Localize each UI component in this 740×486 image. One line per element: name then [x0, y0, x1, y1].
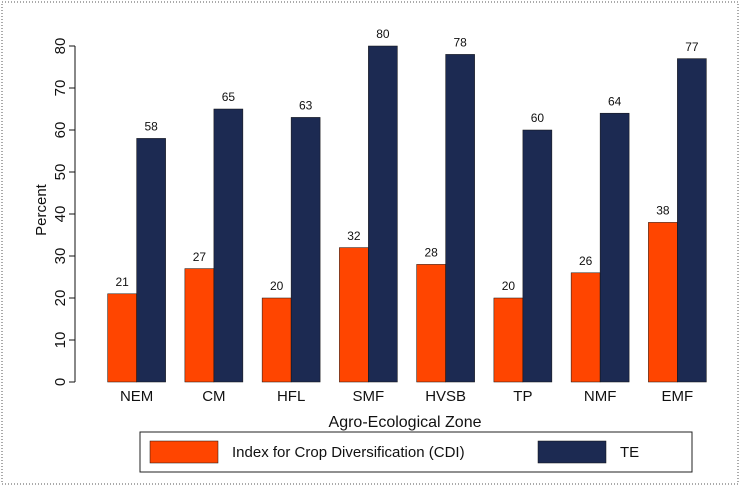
x-tick-label: SMF	[353, 388, 385, 405]
bar	[368, 45, 398, 383]
y-tick-label: 60	[52, 122, 69, 139]
legend-swatch	[537, 440, 607, 464]
x-tick-label: NMF	[584, 388, 617, 405]
y-tick-label: 50	[52, 164, 69, 181]
legend-box	[139, 431, 693, 473]
bar	[416, 264, 446, 383]
bar	[136, 138, 166, 383]
y-tick-label: 80	[52, 38, 69, 55]
value-label: 63	[299, 99, 313, 113]
x-tick-label: EMF	[662, 388, 694, 405]
value-label: 78	[453, 36, 467, 50]
x-tick-label: CM	[202, 388, 225, 405]
bar	[677, 58, 707, 383]
value-label: 38	[656, 204, 670, 218]
x-tick-label: NEM	[120, 388, 153, 405]
bar	[570, 272, 601, 383]
bar	[339, 247, 369, 383]
value-label: 64	[608, 94, 622, 108]
y-axis-title: Percent	[33, 183, 50, 236]
y-tick-label: 20	[52, 290, 69, 307]
value-label: 20	[502, 279, 516, 293]
value-label: 60	[531, 111, 545, 125]
x-tick-label: TP	[513, 388, 532, 405]
value-label: 80	[376, 27, 390, 41]
x-axis-title: Agro-Ecological Zone	[329, 414, 482, 431]
value-label: 26	[579, 254, 593, 268]
legend-swatch	[149, 440, 219, 464]
bar	[493, 297, 524, 383]
bar	[648, 222, 678, 383]
bar	[290, 117, 321, 383]
value-label: 27	[193, 250, 207, 264]
value-label: 28	[424, 246, 438, 260]
value-label: 21	[115, 275, 129, 289]
value-label: 58	[144, 120, 158, 134]
bar	[107, 293, 137, 383]
bar	[261, 297, 292, 383]
bar	[184, 268, 215, 383]
value-label: 77	[685, 40, 699, 54]
x-tick-label: HFL	[277, 388, 305, 405]
y-tick-label: 10	[52, 332, 69, 349]
x-tick-label: HVSB	[425, 388, 466, 405]
value-label: 32	[347, 229, 361, 243]
y-tick-label: 70	[52, 80, 69, 97]
bar	[213, 108, 244, 383]
bar	[522, 129, 553, 383]
bar	[445, 54, 475, 383]
bar	[599, 112, 630, 383]
value-label: 65	[222, 90, 236, 104]
value-label: 20	[270, 279, 284, 293]
y-tick-label: 40	[52, 206, 69, 223]
y-tick-label: 0	[52, 378, 69, 386]
legend-label: Index for Crop Diversification (CDI)	[232, 444, 465, 461]
legend-label: TE	[620, 444, 639, 461]
y-tick-label: 30	[52, 248, 69, 265]
